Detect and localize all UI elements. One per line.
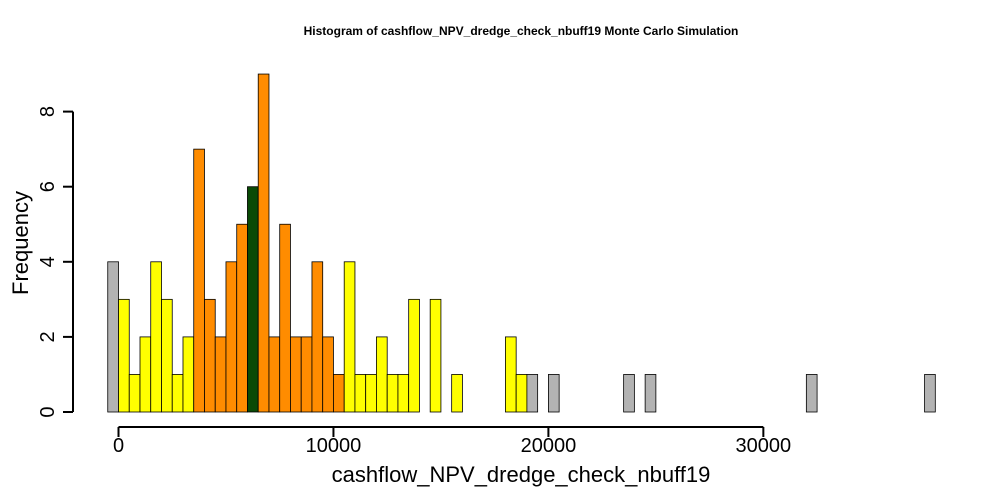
histogram-bar	[268, 336, 281, 413]
x-axis-label: cashflow_NPV_dredge_check_nbuff19	[332, 462, 711, 487]
histogram-bar	[376, 336, 388, 413]
y-ticks-group: 0 2 4 6 8	[37, 106, 73, 418]
histogram-bar	[451, 374, 463, 413]
y-tick-label: 2	[37, 331, 59, 342]
histogram-bar	[300, 336, 313, 413]
histogram-bar	[644, 374, 657, 413]
histogram-bar	[161, 298, 173, 413]
histogram-bar	[322, 336, 334, 413]
histogram-bar	[429, 298, 442, 413]
histogram-bar	[397, 374, 410, 413]
histogram-bar	[150, 261, 162, 413]
histogram-bar	[139, 336, 152, 413]
histogram-bar	[257, 73, 270, 413]
histogram-bar	[204, 298, 216, 413]
histogram-bar	[623, 374, 635, 413]
histogram-bar	[193, 148, 205, 413]
histogram-bar	[805, 374, 818, 413]
y-tick-label: 4	[37, 256, 59, 267]
histogram-bar	[354, 374, 367, 413]
histogram-bar	[214, 336, 227, 413]
y-tick-label: 8	[37, 106, 59, 117]
histogram-bar	[333, 374, 345, 413]
histogram-bar	[107, 261, 119, 413]
histogram-bar	[236, 223, 248, 413]
x-tick-label: 0	[113, 435, 124, 457]
x-tick-label: 10000	[306, 435, 362, 457]
histogram-bar	[408, 298, 420, 413]
y-axis-label: Frequency	[8, 191, 33, 295]
chart-title: Histogram of cashflow_NPV_dredge_check_n…	[304, 24, 739, 38]
histogram-bar	[386, 374, 399, 413]
histogram-bar	[365, 374, 377, 413]
histogram-bar	[225, 261, 238, 413]
histogram-bar	[182, 336, 195, 413]
histogram-bar	[505, 336, 517, 413]
x-ticks-group: 0 10000 20000 30000	[113, 427, 791, 457]
histogram-bar	[548, 374, 560, 413]
y-tick-label: 6	[37, 181, 59, 192]
x-tick-label: 20000	[521, 435, 577, 457]
histogram-bar	[279, 223, 291, 413]
histogram-bar	[290, 336, 302, 413]
histogram-bar	[526, 374, 539, 413]
histogram-bar	[924, 374, 936, 413]
histogram-bar	[515, 374, 528, 413]
histogram-bar	[171, 374, 184, 413]
x-tick-label: 30000	[736, 435, 792, 457]
histogram-bar	[247, 186, 259, 413]
histogram-bar	[128, 374, 141, 413]
bars-group	[107, 73, 936, 413]
histogram-bar	[118, 298, 130, 413]
histogram-bar	[343, 261, 356, 413]
y-tick-label: 0	[37, 406, 59, 417]
histogram-bar	[311, 261, 324, 413]
